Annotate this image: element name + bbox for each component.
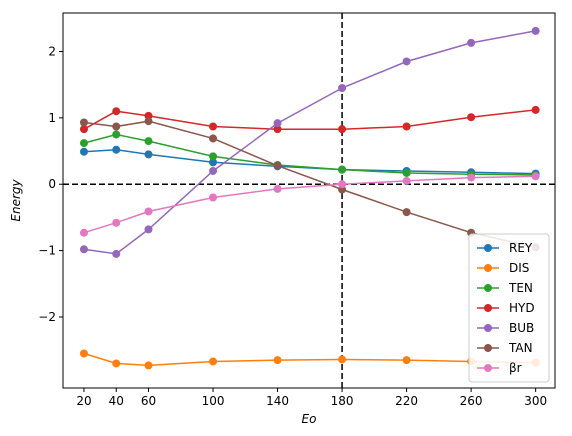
legend-label: BUB [509,321,534,335]
x-tick-label: 220 [395,394,418,408]
legend-marker [484,264,492,272]
data-point [144,361,153,370]
legend-label: REY [509,241,533,255]
data-point [79,147,88,156]
data-point [402,168,411,177]
y-tick-label: 1 [48,111,56,125]
data-point [144,207,153,216]
legend-marker [484,364,492,372]
legend-label: βr [509,361,522,375]
legend-marker [484,344,492,352]
data-point [79,228,88,237]
data-point [112,107,121,116]
legend-marker [484,244,492,252]
data-point [273,184,282,193]
data-point [209,134,218,143]
data-point [209,158,218,167]
data-point [144,225,153,234]
data-point [467,113,476,122]
data-point [79,139,88,148]
data-point [112,359,121,368]
data-point [209,122,218,131]
x-tick-label: 100 [202,394,225,408]
data-point [402,122,411,131]
legend-marker [484,324,492,332]
x-tick-label: 20 [76,394,91,408]
data-point [402,208,411,217]
data-point [531,172,540,181]
legend-item: HYD [477,301,535,315]
data-point [112,130,121,139]
series-layer [79,26,540,370]
legend-label: HYD [509,301,535,315]
x-axis-label: Eo [302,412,317,426]
legend-label: TAN [508,341,533,355]
x-tick-label: 40 [109,394,124,408]
data-point [338,165,347,174]
legend-item: REY [477,241,533,255]
data-point [144,117,153,126]
data-point [209,357,218,366]
y-tick-label: 2 [48,44,56,58]
y-tick-label: 0 [48,177,56,191]
legend-item: TAN [477,341,533,355]
reference-lines-layer [63,13,555,388]
legend: REY DIS TEN HYD BUB TAN βr [468,233,550,383]
series-6 [79,172,540,237]
x-tick-label: 60 [141,394,156,408]
y-tick-label: −1 [38,244,56,258]
x-tick-label: 140 [266,394,289,408]
legend-item: βr [477,361,522,375]
legend-item: TEN [477,281,533,295]
x-tick-label: 180 [331,394,354,408]
data-point [144,150,153,159]
data-point [209,166,218,175]
data-point [79,349,88,358]
data-point [467,38,476,47]
legend-item: DIS [477,261,529,275]
legend-marker [484,304,492,312]
data-point [79,245,88,254]
x-tick-label: 300 [524,394,547,408]
ticks-layer: 20 40 60 100 140 180 220 260 300 −2 −1 0 1 2 [38,44,547,408]
data-point [338,125,347,134]
data-point [531,105,540,114]
data-point [112,145,121,154]
x-tick-label: 260 [460,394,483,408]
data-point [338,355,347,364]
data-point [467,173,476,182]
data-point [209,193,218,202]
data-point [112,218,121,227]
series-3 [79,105,540,134]
data-point [112,122,121,131]
data-point [79,125,88,134]
data-point [338,84,347,92]
data-point [273,356,282,365]
data-point [273,161,282,170]
series-4 [79,26,540,258]
data-point [402,356,411,365]
data-point [273,119,282,128]
data-point [144,137,153,146]
y-tick-label: −2 [38,310,56,324]
data-point [273,125,282,134]
y-axis-label: Energy [9,178,23,221]
legend-item: BUB [477,321,534,335]
data-point [338,180,347,189]
plot-frame [62,12,556,389]
legend-label: DIS [509,261,529,275]
data-point [531,26,540,35]
legend-label: TEN [508,281,533,295]
data-point [112,249,121,258]
data-point [79,118,88,127]
data-point [209,152,218,161]
legend-marker [484,284,492,292]
data-point [402,57,411,66]
data-point [402,176,411,185]
